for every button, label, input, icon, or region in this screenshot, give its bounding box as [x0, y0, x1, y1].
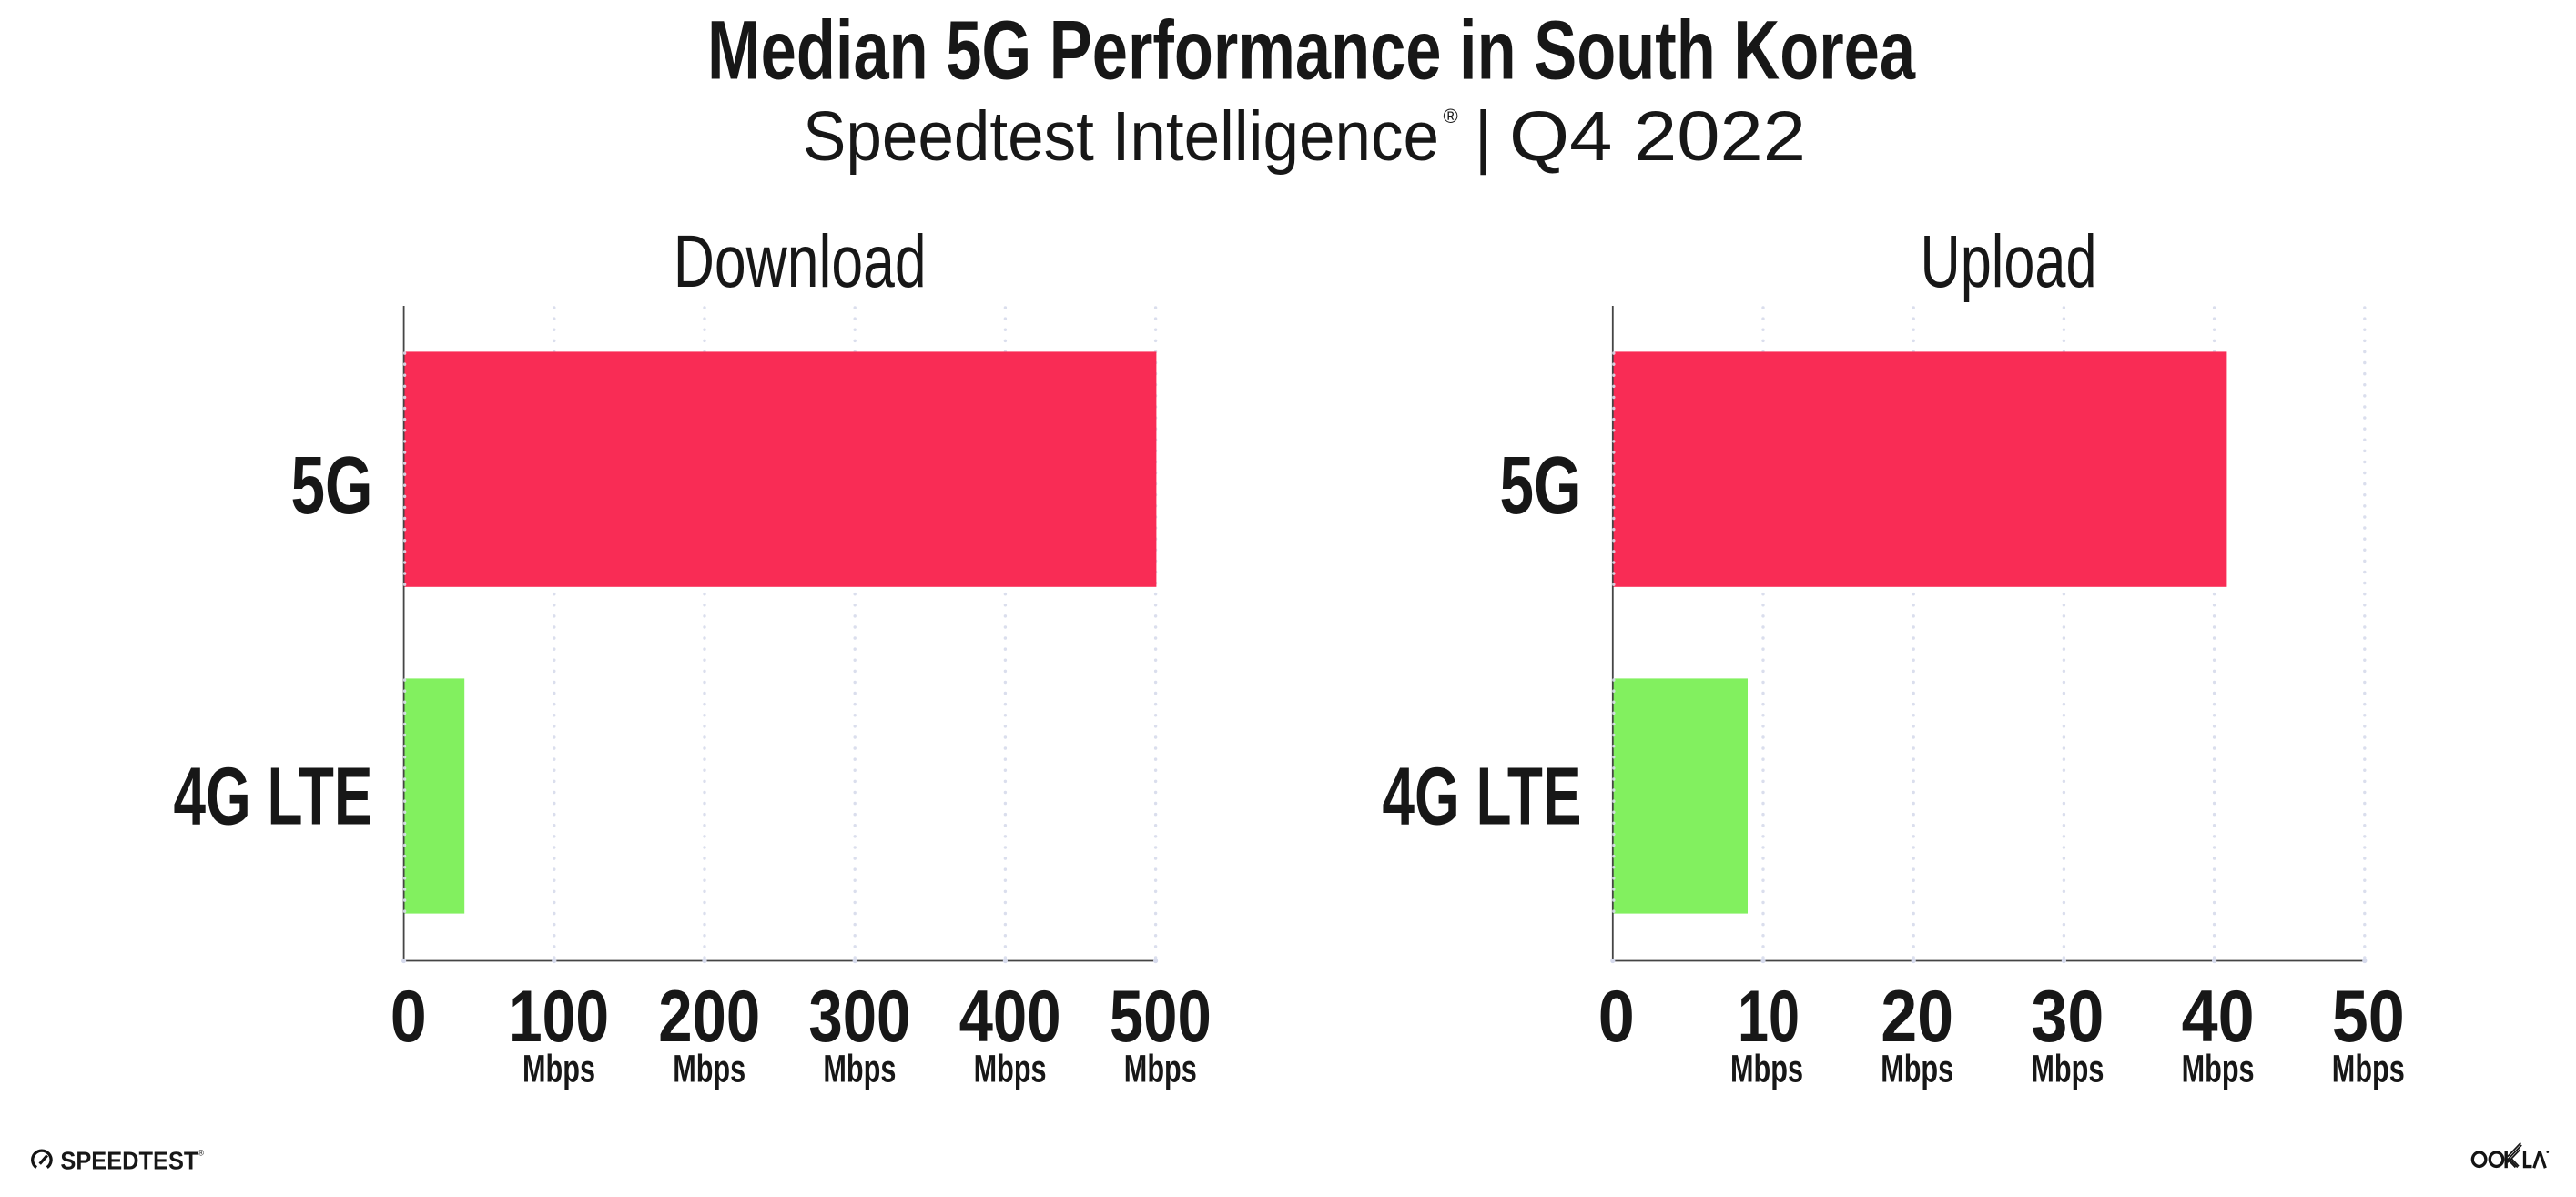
svg-text:Mbps: Mbps	[2332, 1049, 2405, 1091]
svg-text:500: 500	[1110, 976, 1212, 1058]
svg-text:4G LTE: 4G LTE	[174, 751, 373, 842]
svg-text:Upload: Upload	[1921, 220, 2097, 303]
svg-text:300: 300	[808, 976, 910, 1058]
svg-text:200: 200	[658, 976, 760, 1058]
svg-text:Mbps: Mbps	[2182, 1049, 2255, 1091]
svg-text:40: 40	[2182, 976, 2255, 1058]
svg-text:Mbps: Mbps	[1881, 1049, 1953, 1091]
svg-text:Mbps: Mbps	[1124, 1049, 1197, 1091]
svg-text:Mbps: Mbps	[974, 1049, 1047, 1091]
svg-text:30: 30	[2031, 976, 2104, 1058]
svg-text:Mbps: Mbps	[2031, 1049, 2104, 1091]
svg-text:50: 50	[2332, 976, 2405, 1058]
svg-text:Mbps: Mbps	[823, 1049, 896, 1091]
svg-text:0: 0	[1598, 976, 1635, 1058]
svg-text:®: ®	[198, 1149, 205, 1158]
svg-text:®: ®	[1444, 105, 1458, 127]
svg-text:|: |	[1475, 97, 1493, 176]
svg-text:5G: 5G	[291, 441, 373, 532]
svg-text:20: 20	[1881, 976, 1953, 1058]
svg-text:100: 100	[509, 976, 609, 1058]
svg-text:Q4 2022: Q4 2022	[1509, 97, 1806, 176]
svg-text:Median 5G Performance in South: Median 5G Performance in South Korea	[707, 5, 1916, 97]
svg-text:10: 10	[1738, 976, 1800, 1058]
svg-text:Mbps: Mbps	[673, 1049, 745, 1091]
svg-text:Speedtest Intelligence: Speedtest Intelligence	[803, 97, 1439, 176]
svg-text:0: 0	[390, 976, 427, 1058]
svg-text:SPEEDTEST: SPEEDTEST	[60, 1146, 198, 1174]
svg-text:400: 400	[959, 976, 1061, 1058]
svg-text:Mbps: Mbps	[1730, 1049, 1803, 1091]
svg-text:4G LTE: 4G LTE	[1383, 751, 1582, 842]
svg-text:5G: 5G	[1500, 441, 1582, 532]
svg-text:Download: Download	[674, 220, 927, 303]
svg-text:Mbps: Mbps	[522, 1049, 595, 1091]
